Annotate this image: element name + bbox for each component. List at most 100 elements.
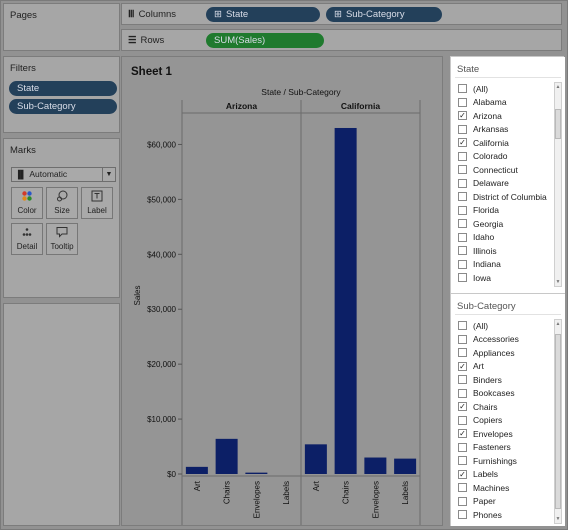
state-filter-item[interactable]: (All) (458, 82, 552, 96)
scroll-down-icon[interactable]: ▼ (555, 279, 561, 285)
pages-card[interactable]: Pages (3, 3, 120, 51)
sub-category-filter-item[interactable]: Copiers (458, 414, 552, 428)
checkbox[interactable] (458, 84, 467, 94)
mark-type-dropdown[interactable]: ▐▌ Automatic ▼ (11, 167, 116, 182)
state-filter-item[interactable]: ✓ Arizona (458, 109, 552, 123)
y-tick-label: $50,000 (147, 195, 176, 204)
checkbox[interactable] (458, 232, 467, 242)
label-button[interactable]: Label (81, 187, 113, 219)
checkbox[interactable] (458, 442, 467, 452)
marks-card-title: Marks (10, 145, 36, 156)
columns-pill-state[interactable]: ⊞ State (206, 7, 320, 22)
state-filter-item[interactable]: Illinois (458, 244, 552, 258)
scroll-down-icon[interactable]: ▼ (555, 516, 561, 522)
checkbox[interactable] (458, 192, 467, 202)
checkbox[interactable] (458, 334, 467, 344)
checkbox[interactable] (458, 259, 467, 269)
state-filter-item[interactable]: District of Columbia (458, 190, 552, 204)
checkbox[interactable] (458, 510, 467, 520)
state-filter-item-label: Illinois (473, 245, 497, 256)
sub-category-filter-item[interactable]: ✓ Art (458, 360, 552, 374)
checkbox[interactable]: ✓ (458, 469, 467, 479)
filter-pill-state[interactable]: State (9, 81, 117, 96)
sub-category-filter-item[interactable]: (All) (458, 319, 552, 333)
state-filter-item[interactable]: Florida (458, 204, 552, 218)
checkbox[interactable] (458, 375, 467, 385)
checkbox[interactable]: ✓ (458, 402, 467, 412)
columns-shelf[interactable]: Ⅲ Columns ⊞ State ⊞ Sub-Category (121, 3, 562, 25)
sub-category-filter-item[interactable]: Furnishings (458, 454, 552, 468)
checkbox[interactable] (458, 273, 467, 283)
sub-category-filter-title: Sub-Category (457, 301, 516, 312)
rows-shelf[interactable]: ☰ Rows SUM(Sales) (121, 29, 562, 51)
state-filter-item[interactable]: Arkansas (458, 123, 552, 137)
state-filter-scrollbar[interactable]: ▲ ▼ (554, 82, 562, 287)
scrollbar-thumb[interactable] (555, 109, 561, 139)
checkbox[interactable] (458, 456, 467, 466)
state-filter-item-label: (All) (473, 83, 489, 94)
checkbox[interactable] (458, 483, 467, 493)
bar (185, 466, 208, 474)
sub-category-filter-item[interactable]: ✓ Labels (458, 468, 552, 482)
sub-category-filter-item[interactable]: Phones (458, 508, 552, 522)
checkbox[interactable]: ✓ (458, 111, 467, 121)
state-filter-item[interactable]: Colorado (458, 150, 552, 164)
size-icon (47, 190, 77, 206)
pane-header-label: Arizona (226, 101, 257, 111)
state-filter-item[interactable]: Indiana (458, 258, 552, 272)
sub-category-filter-item[interactable]: Paper (458, 495, 552, 509)
y-axis-label: Sales (133, 285, 142, 305)
checkbox[interactable]: ✓ (458, 361, 467, 371)
checkbox[interactable] (458, 321, 467, 331)
sub-category-filter-item-label: Chairs (473, 401, 498, 412)
state-filter-item[interactable]: Georgia (458, 217, 552, 231)
state-filter-item[interactable]: Delaware (458, 177, 552, 191)
checkbox[interactable] (458, 205, 467, 215)
size-button[interactable]: Size (46, 187, 78, 219)
sub-category-filter-item[interactable]: ✓ Envelopes (458, 427, 552, 441)
state-filter-item[interactable]: Connecticut (458, 163, 552, 177)
checkbox[interactable] (458, 388, 467, 398)
checkbox[interactable]: ✓ (458, 138, 467, 148)
checkbox[interactable] (458, 415, 467, 425)
checkbox[interactable] (458, 219, 467, 229)
checkbox[interactable] (458, 348, 467, 358)
sub-category-filter-item[interactable]: Machines (458, 481, 552, 495)
detail-button[interactable]: Detail (11, 223, 43, 255)
scroll-up-icon[interactable]: ▲ (555, 321, 561, 327)
scroll-up-icon[interactable]: ▲ (555, 84, 561, 90)
sub-category-filter-item[interactable]: Binders (458, 373, 552, 387)
scrollbar-thumb[interactable] (555, 334, 561, 509)
sub-category-filter-item[interactable]: Bookcases (458, 387, 552, 401)
checkbox[interactable] (458, 151, 467, 161)
checkbox[interactable]: ✓ (458, 429, 467, 439)
color-button[interactable]: Color (11, 187, 43, 219)
sheet-title[interactable]: Sheet 1 (131, 66, 172, 78)
sub-category-filter-item[interactable]: Accessories (458, 333, 552, 347)
filter-pill-sub-category[interactable]: Sub-Category (9, 99, 117, 114)
rows-pill-sum-sales[interactable]: SUM(Sales) (206, 33, 324, 48)
sub-category-filter-item-label: Art (473, 361, 484, 372)
sub-category-filter-scrollbar[interactable]: ▲ ▼ (554, 319, 562, 524)
checkbox[interactable] (458, 165, 467, 175)
state-filter-item[interactable]: Idaho (458, 231, 552, 245)
sub-category-filter-item[interactable]: ✓ Chairs (458, 400, 552, 414)
checkbox[interactable] (458, 124, 467, 134)
state-filter-item-label: Colorado (473, 151, 508, 162)
checkbox[interactable] (458, 178, 467, 188)
state-filter-item[interactable]: Iowa (458, 271, 552, 285)
checkbox[interactable] (458, 97, 467, 107)
chevron-down-icon[interactable]: ▼ (102, 168, 115, 181)
checkbox[interactable] (458, 246, 467, 256)
filters-card[interactable]: Filters State Sub-Category (3, 56, 120, 133)
tooltip-button[interactable]: Tooltip (46, 223, 78, 255)
sub-category-filter-item[interactable]: Fasteners (458, 441, 552, 455)
state-filter-title: State (457, 64, 480, 75)
sub-category-filter-item-label: Binders (473, 374, 502, 385)
x-tick-label: Envelopes (371, 481, 380, 518)
state-filter-item[interactable]: Alabama (458, 96, 552, 110)
checkbox[interactable] (458, 496, 467, 506)
state-filter-item[interactable]: ✓ California (458, 136, 552, 150)
columns-pill-sub-category[interactable]: ⊞ Sub-Category (326, 7, 442, 22)
sub-category-filter-item[interactable]: Appliances (458, 346, 552, 360)
